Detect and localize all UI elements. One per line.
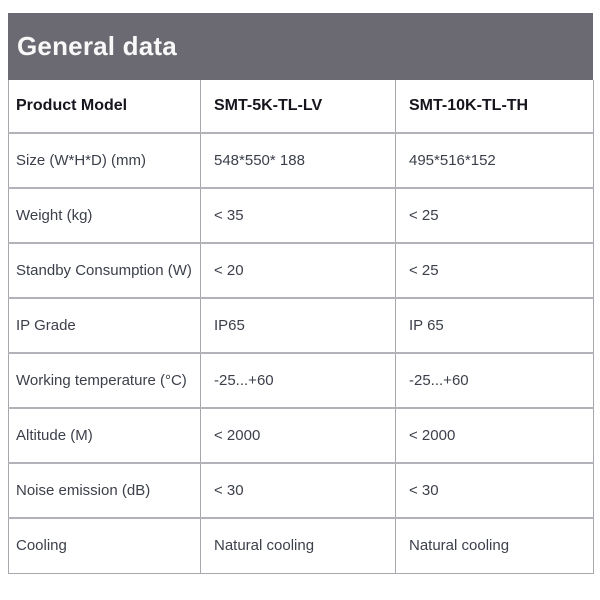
table-header-row: Product Model SMT-5K-TL-LV SMT-10K-TL-TH [8, 80, 594, 134]
row-label-size: Size (W*H*D) (mm) [8, 132, 201, 189]
row-label-altitude: Altitude (M) [8, 407, 201, 464]
value-ip-grade-smt-5k: IP65 [200, 297, 396, 354]
spec-row-working-temperature: Working temperature (°C) -25...+60 -25..… [8, 352, 594, 409]
value-working-temp-smt-5k: -25...+60 [200, 352, 396, 409]
value-altitude-smt-10k: < 2000 [395, 407, 594, 464]
value-standby-smt-10k: < 25 [395, 242, 594, 299]
value-altitude-smt-5k: < 2000 [200, 407, 396, 464]
spec-row-size: Size (W*H*D) (mm) 548*550* 188 495*516*1… [8, 132, 594, 189]
spec-row-cooling: Cooling Natural cooling Natural cooling [8, 517, 594, 574]
value-size-smt-10k: 495*516*152 [395, 132, 594, 189]
value-weight-smt-5k: < 35 [200, 187, 396, 244]
header-model-smt-10k: SMT-10K-TL-TH [395, 80, 594, 134]
row-label-working-temperature: Working temperature (°C) [8, 352, 201, 409]
row-label-weight: Weight (kg) [8, 187, 201, 244]
spec-row-ip-grade: IP Grade IP65 IP 65 [8, 297, 594, 354]
row-label-noise-emission: Noise emission (dB) [8, 462, 201, 519]
row-label-cooling: Cooling [8, 517, 201, 574]
spec-table: Product Model SMT-5K-TL-LV SMT-10K-TL-TH… [8, 80, 594, 574]
value-ip-grade-smt-10k: IP 65 [395, 297, 594, 354]
spec-row-noise-emission: Noise emission (dB) < 30 < 30 [8, 462, 594, 519]
value-weight-smt-10k: < 25 [395, 187, 594, 244]
section-title: General data [17, 31, 177, 61]
value-noise-smt-10k: < 30 [395, 462, 594, 519]
spec-row-standby-consumption: Standby Consumption (W) < 20 < 25 [8, 242, 594, 299]
row-label-standby-consumption: Standby Consumption (W) [8, 242, 201, 299]
value-working-temp-smt-10k: -25...+60 [395, 352, 594, 409]
general-data-panel: General data Product Model SMT-5K-TL-LV … [8, 13, 594, 574]
spec-row-weight: Weight (kg) < 35 < 25 [8, 187, 594, 244]
value-noise-smt-5k: < 30 [200, 462, 396, 519]
value-standby-smt-5k: < 20 [200, 242, 396, 299]
header-model-smt-5k: SMT-5K-TL-LV [200, 80, 396, 134]
value-size-smt-5k: 548*550* 188 [200, 132, 396, 189]
value-cooling-smt-10k: Natural cooling [395, 517, 594, 574]
row-label-ip-grade: IP Grade [8, 297, 201, 354]
value-cooling-smt-5k: Natural cooling [200, 517, 396, 574]
header-product-model: Product Model [8, 80, 201, 134]
section-header-bar: General data [8, 13, 593, 80]
spec-row-altitude: Altitude (M) < 2000 < 2000 [8, 407, 594, 464]
